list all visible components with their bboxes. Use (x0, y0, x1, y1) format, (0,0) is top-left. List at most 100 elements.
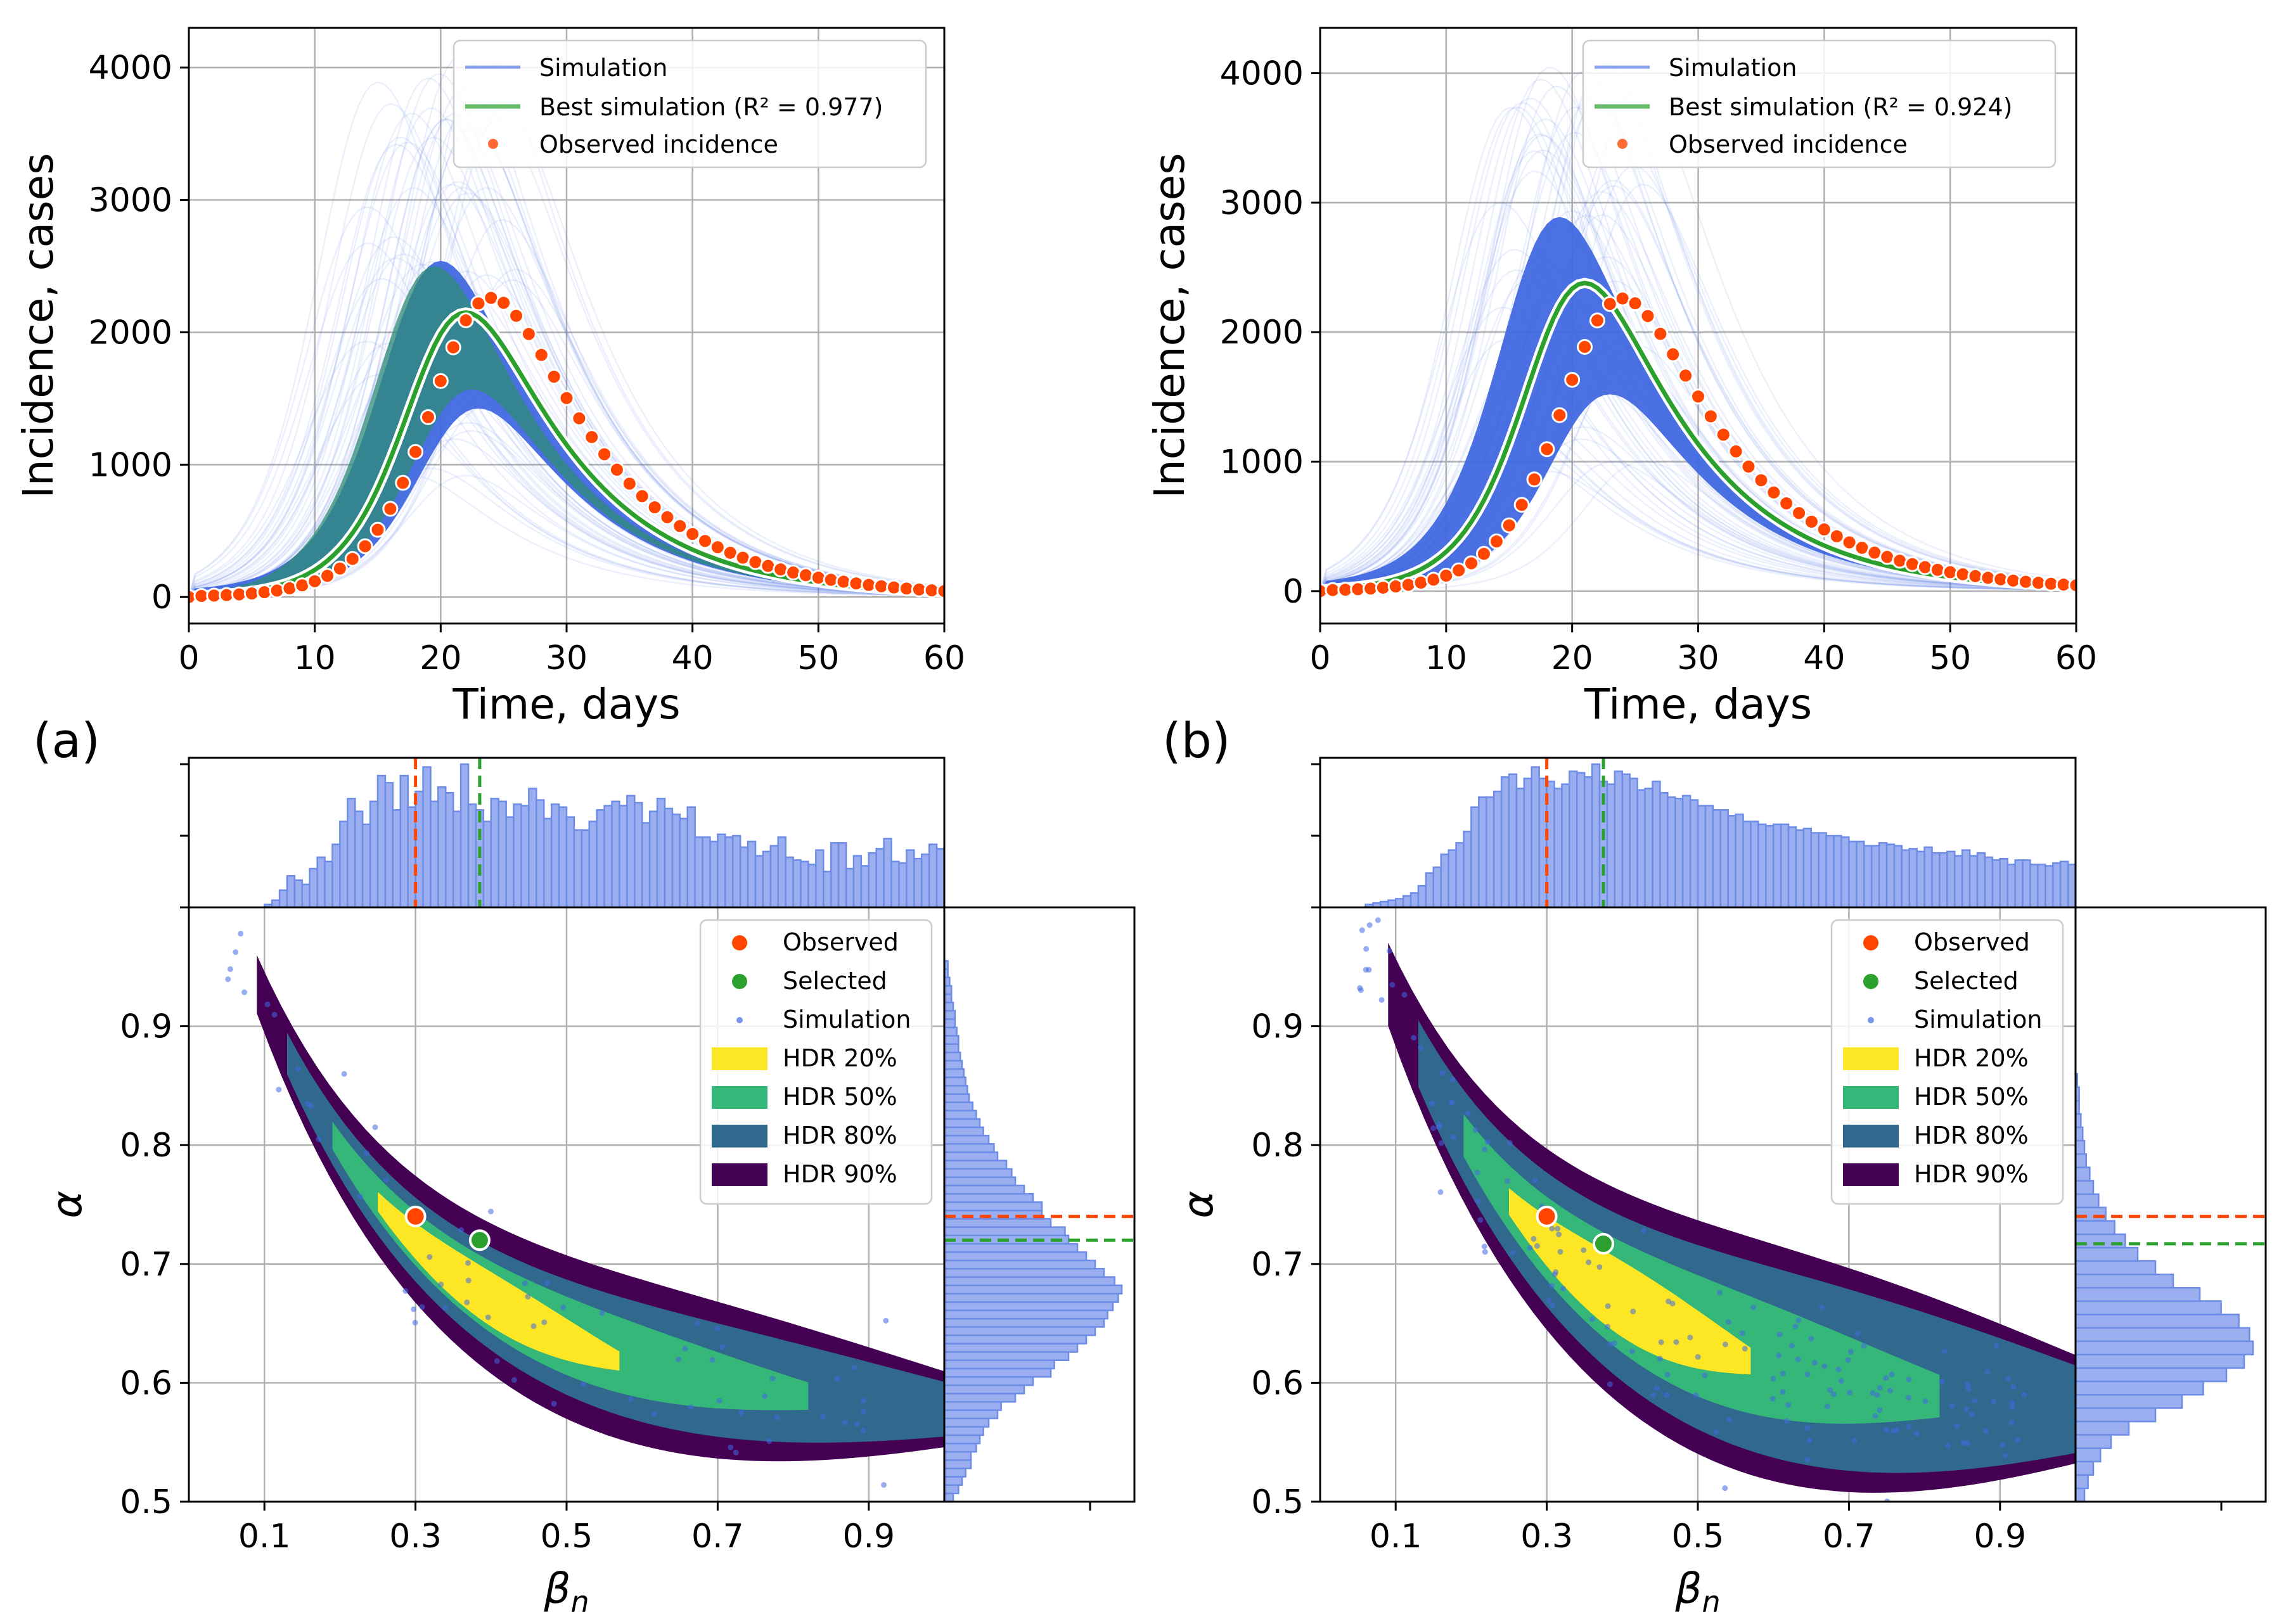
simulation-point (1994, 1342, 2000, 1348)
top-histogram-bar (634, 802, 643, 909)
observed-point (684, 526, 701, 542)
right-histogram-bar (943, 1484, 960, 1495)
legend-simulation-swatch (1868, 1017, 1874, 1023)
simulation-point (1894, 1427, 1901, 1433)
right-histogram-bar (2074, 1353, 2245, 1369)
right-histogram-bar (943, 1259, 1096, 1270)
simulation-point (316, 1136, 322, 1142)
right-histogram-bar (943, 1143, 995, 1153)
right-histogram-bar (943, 1450, 972, 1461)
top-histogram-bar (1636, 789, 1646, 909)
y-tick-label: 4000 (1220, 55, 1304, 93)
legend-label: Simulation (783, 1006, 911, 1033)
right-histogram-bar (2074, 1314, 2240, 1329)
legend-label: Selected (1914, 967, 2019, 995)
panel-label-a: (a) (33, 712, 100, 769)
simulation-point (1827, 1387, 1833, 1393)
top-histogram-bar (807, 863, 817, 909)
simulation-point (2000, 1442, 2006, 1448)
y-axis-label: Incidence, cases (1145, 153, 1194, 498)
simulation-point (1906, 1376, 1912, 1383)
simulation-point (458, 1227, 465, 1233)
top-histogram-bar (528, 788, 537, 909)
x-tick-label: 50 (797, 639, 839, 677)
top-histogram-bar (1719, 809, 1729, 909)
simulation-point (438, 1281, 444, 1288)
observed-point (634, 488, 650, 504)
selected-simulations-band (189, 266, 944, 598)
simulation-line (1320, 331, 2076, 592)
right-histogram-bar (943, 1417, 990, 1428)
x-tick-label: 10 (294, 639, 336, 677)
top-histogram-bar (913, 857, 923, 909)
simulation-point (1722, 1485, 1728, 1492)
top-histogram-bar (777, 836, 786, 909)
legend-label: HDR 80% (1914, 1122, 2029, 1149)
top-histogram-bar (1470, 806, 1480, 909)
right-histogram-bar (943, 1134, 990, 1145)
top-histogram-bar (2022, 859, 2031, 909)
simulation-point (1726, 1417, 1733, 1423)
simulation-point (1482, 1249, 1488, 1255)
top-histogram-bar (1954, 855, 1963, 909)
right-histogram-bar (943, 1251, 1088, 1262)
right-histogram-bar (943, 1109, 977, 1120)
observed-point (1488, 534, 1505, 550)
simulation-point (1716, 1289, 1723, 1296)
legend-hdr-swatch (1843, 1125, 1899, 1148)
right-histogram-bar (943, 1442, 977, 1453)
right-histogram-bar (943, 1384, 1025, 1395)
right-histogram-bar (2074, 1300, 2222, 1315)
simulation-point (227, 966, 233, 972)
simulation-point (1983, 1428, 1989, 1434)
top-histogram-bar (309, 867, 318, 909)
top-histogram-bar (875, 848, 885, 909)
right-histogram-bar (943, 1401, 1002, 1411)
top-histogram-bar (399, 774, 409, 909)
simulation-line (189, 374, 944, 598)
simulation-line (1320, 417, 2076, 592)
simulation-point (1808, 1336, 1814, 1342)
x-tick-label: 30 (1677, 639, 1719, 677)
simulation-point (1795, 1317, 1802, 1324)
top-histogram-bar (505, 816, 515, 909)
top-histogram-bar (1681, 795, 1692, 909)
legend-observed-label: Observed incidence (1669, 131, 1908, 158)
top-histogram-bar (656, 797, 666, 909)
top-histogram-bar (536, 799, 545, 909)
top-histogram-bar (1870, 845, 1880, 909)
top-histogram-bar (2014, 859, 2024, 909)
simulation-line (1320, 336, 2076, 592)
top-histogram-bar (452, 810, 462, 909)
legend-observed-swatch (732, 935, 747, 950)
simulation-point (1887, 1388, 1893, 1394)
top-histogram-bar (1984, 856, 1994, 909)
right-histogram-bar (2074, 1393, 2183, 1409)
simulation-point (1991, 1399, 1997, 1405)
top-histogram-bar (1440, 854, 1449, 909)
observed-point (1539, 441, 1555, 457)
y-axis-label: α (42, 1191, 91, 1218)
simulation-point (1386, 948, 1392, 954)
observed-point (1753, 472, 1769, 489)
observed-point (659, 509, 676, 525)
simulation-point (1550, 1302, 1556, 1308)
right-histogram-bar (943, 1051, 961, 1062)
simulation-point (1428, 1100, 1435, 1106)
right-histogram-bar (2074, 1340, 2254, 1356)
right-histogram-bar (943, 993, 953, 1004)
top-histogram-bar (603, 805, 613, 909)
top-histogram-bar (1908, 848, 1918, 909)
simulation-point (1922, 1398, 1929, 1404)
simulation-point (1835, 1366, 1842, 1372)
simulation-point (1883, 1375, 1889, 1381)
top-histogram-bar (384, 782, 394, 909)
x-tick-label: 10 (1425, 639, 1467, 677)
x-axis-label: Time, days (1584, 680, 1812, 729)
top-histogram-bar (430, 800, 439, 909)
y-tick-label: 1000 (89, 446, 172, 484)
legend-label: HDR 80% (783, 1122, 897, 1149)
simulation-point (1596, 1264, 1603, 1270)
top-histogram-bar (731, 834, 741, 909)
y-tick-label: 0 (1283, 573, 1304, 611)
